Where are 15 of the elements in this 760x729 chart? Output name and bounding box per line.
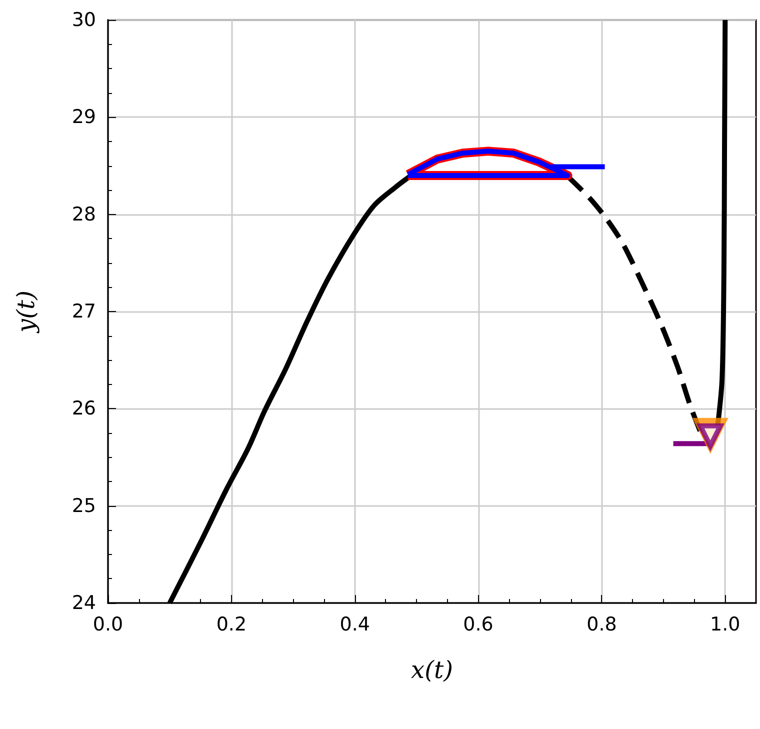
- x-axis-title: x(t): [411, 656, 453, 684]
- x-tick-label: 1.0: [710, 614, 740, 636]
- y-tick-label: 30: [72, 9, 96, 31]
- y-tick-label: 24: [72, 592, 96, 614]
- y-axis-title: y(t): [12, 290, 40, 334]
- y-tick-label: 25: [72, 494, 96, 517]
- x-tick-label: 0.4: [340, 614, 370, 636]
- y-tick-label: 27: [72, 300, 96, 322]
- x-tick-label: 0.8: [586, 614, 617, 636]
- y-tick-label: 26: [72, 398, 96, 420]
- x-tick-label: 0.2: [216, 614, 247, 636]
- y-tick-label: 29: [72, 106, 96, 128]
- y-tick-label: 28: [72, 203, 96, 226]
- x-tick-label: 0.0: [92, 614, 124, 636]
- x-tick-label: 0.6: [463, 614, 494, 636]
